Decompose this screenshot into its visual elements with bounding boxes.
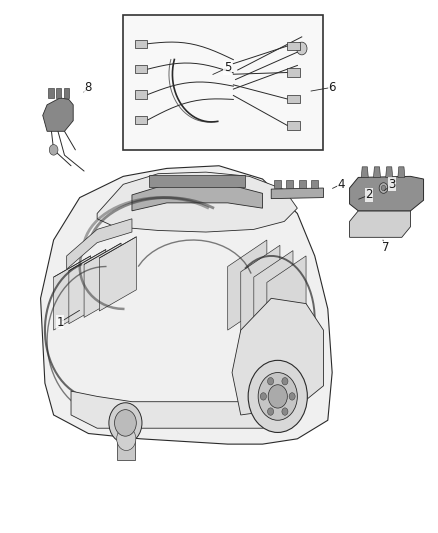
Polygon shape <box>53 256 91 330</box>
Polygon shape <box>232 298 323 415</box>
Text: 1: 1 <box>57 316 64 329</box>
Polygon shape <box>84 243 121 317</box>
Text: 2: 2 <box>365 189 373 201</box>
Circle shape <box>297 42 307 55</box>
Bar <box>135 39 148 48</box>
Polygon shape <box>267 256 306 346</box>
Polygon shape <box>361 167 368 177</box>
Polygon shape <box>271 188 323 199</box>
Circle shape <box>248 360 307 432</box>
Circle shape <box>268 377 274 385</box>
Polygon shape <box>374 167 381 177</box>
Circle shape <box>109 403 142 443</box>
Bar <box>311 180 318 188</box>
Bar <box>287 95 300 103</box>
Polygon shape <box>71 391 297 428</box>
Polygon shape <box>97 172 297 232</box>
Circle shape <box>117 427 136 450</box>
Polygon shape <box>254 251 293 341</box>
Polygon shape <box>132 184 262 211</box>
Bar <box>286 180 293 188</box>
Circle shape <box>268 385 287 408</box>
Polygon shape <box>99 237 136 311</box>
Bar <box>287 42 300 50</box>
Bar <box>56 88 61 98</box>
Polygon shape <box>69 249 106 324</box>
Polygon shape <box>41 166 332 444</box>
Text: 8: 8 <box>85 81 92 94</box>
Polygon shape <box>43 98 73 131</box>
Polygon shape <box>398 167 405 177</box>
Circle shape <box>260 393 266 400</box>
Bar <box>123 14 323 150</box>
Polygon shape <box>228 240 267 330</box>
Text: 5: 5 <box>224 61 231 74</box>
Bar <box>287 68 300 77</box>
Bar <box>287 122 300 130</box>
Bar <box>48 88 53 98</box>
Circle shape <box>282 377 288 385</box>
Text: 6: 6 <box>328 81 336 94</box>
Polygon shape <box>117 439 135 460</box>
Text: 4: 4 <box>337 178 345 191</box>
Bar <box>299 180 306 188</box>
Bar <box>274 180 281 188</box>
Circle shape <box>268 408 274 415</box>
Polygon shape <box>350 211 410 237</box>
Circle shape <box>258 373 297 420</box>
Circle shape <box>115 410 136 436</box>
Bar <box>149 175 245 187</box>
Polygon shape <box>350 176 424 211</box>
Circle shape <box>282 408 288 415</box>
Circle shape <box>381 185 386 191</box>
Bar <box>135 91 148 99</box>
Polygon shape <box>241 245 280 335</box>
Circle shape <box>49 144 58 155</box>
Circle shape <box>289 393 295 400</box>
Polygon shape <box>67 219 132 269</box>
Text: 3: 3 <box>389 178 396 191</box>
Bar <box>64 88 69 98</box>
Circle shape <box>379 183 388 193</box>
Bar <box>135 65 148 74</box>
Text: 7: 7 <box>381 241 389 254</box>
Polygon shape <box>386 167 392 177</box>
Bar <box>135 116 148 124</box>
